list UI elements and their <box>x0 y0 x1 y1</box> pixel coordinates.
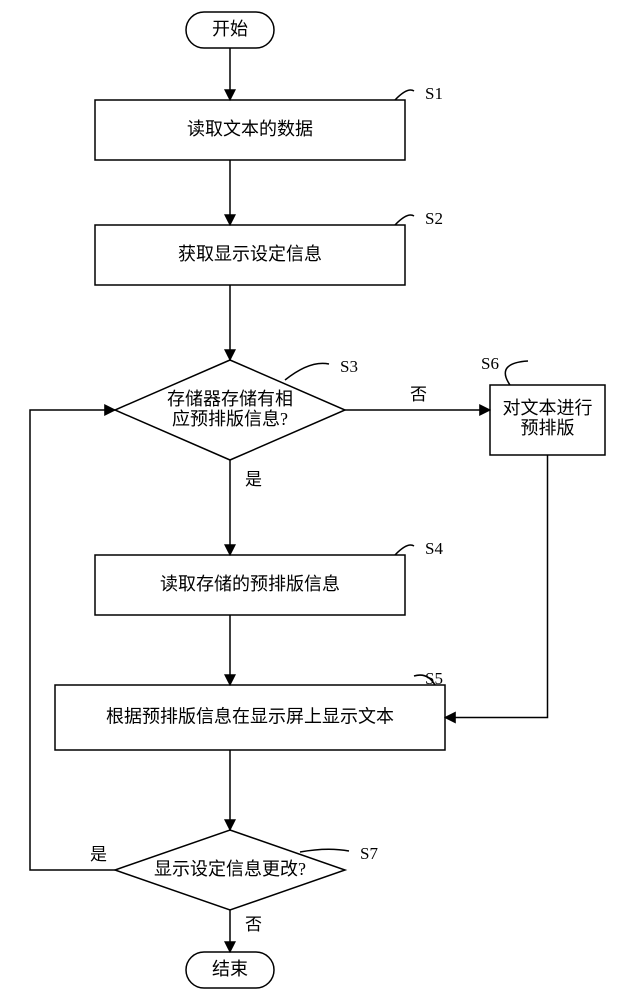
svg-text:开始: 开始 <box>212 19 248 39</box>
process-s4: 读取存储的预排版信息 <box>95 555 405 615</box>
flowchart: 开始结束 读取文本的数据获取显示设定信息读取存储的预排版信息根据预排版信息在显示屏… <box>0 0 625 1000</box>
svg-text:获取显示设定信息: 获取显示设定信息 <box>178 244 322 264</box>
svg-text:否: 否 <box>245 915 262 934</box>
svg-text:S7: S7 <box>360 844 378 863</box>
svg-text:结束: 结束 <box>212 959 248 979</box>
svg-text:S5: S5 <box>425 669 443 688</box>
svg-text:存储器存储有相: 存储器存储有相 <box>167 389 293 409</box>
terminator-end: 结束 <box>186 952 274 988</box>
svg-text:S2: S2 <box>425 209 443 228</box>
svg-text:根据预排版信息在显示屏上显示文本: 根据预排版信息在显示屏上显示文本 <box>106 707 394 727</box>
svg-text:S4: S4 <box>425 539 443 558</box>
svg-text:S3: S3 <box>340 357 358 376</box>
svg-text:是: 是 <box>90 845 107 864</box>
svg-text:显示设定信息更改?: 显示设定信息更改? <box>154 859 306 879</box>
process-s6: 对文本进行预排版 <box>490 385 605 455</box>
svg-text:读取存储的预排版信息: 读取存储的预排版信息 <box>160 574 340 594</box>
svg-text:是: 是 <box>245 470 262 489</box>
svg-text:S1: S1 <box>425 84 443 103</box>
svg-text:S6: S6 <box>481 354 499 373</box>
process-s2: 获取显示设定信息 <box>95 225 405 285</box>
svg-text:否: 否 <box>410 385 427 404</box>
svg-text:对文本进行: 对文本进行 <box>503 398 593 418</box>
process-s5: 根据预排版信息在显示屏上显示文本 <box>55 685 445 750</box>
terminator-start: 开始 <box>186 12 274 48</box>
svg-text:预排版: 预排版 <box>521 418 575 438</box>
svg-text:读取文本的数据: 读取文本的数据 <box>187 119 313 139</box>
process-s1: 读取文本的数据 <box>95 100 405 160</box>
decision-d7: 显示设定信息更改? <box>115 830 345 910</box>
decision-d3: 存储器存储有相应预排版信息? <box>115 360 345 460</box>
svg-text:应预排版信息?: 应预排版信息? <box>172 409 288 429</box>
